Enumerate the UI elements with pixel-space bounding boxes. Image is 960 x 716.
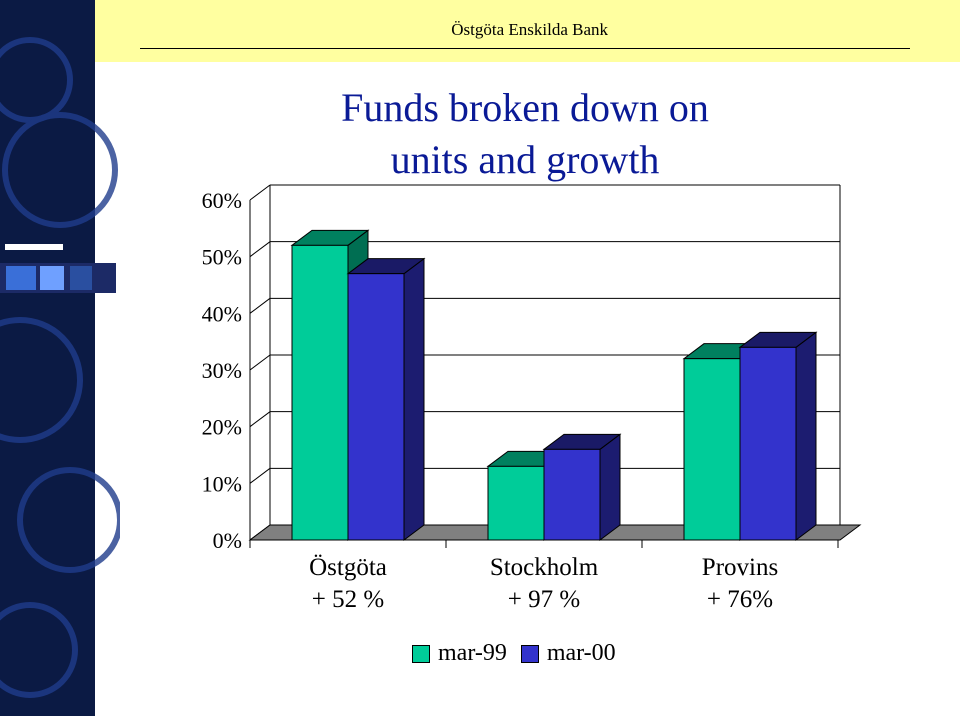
bar-stgta-series-2-side bbox=[403, 257, 425, 541]
chart-title: Funds broken down on units and growth bbox=[290, 82, 760, 186]
legend-label-series-2: mar-00 bbox=[546, 640, 616, 666]
x-category-name: Östgöta bbox=[309, 554, 387, 581]
bar-stockholm-series-1 bbox=[487, 465, 545, 541]
bar-stockholm-series-2 bbox=[543, 448, 601, 541]
x-category-growth: + 97 % bbox=[507, 586, 581, 613]
bar-stgta-series-1 bbox=[291, 244, 349, 541]
x-category-growth: + 52 % bbox=[311, 586, 385, 613]
decorative-pattern bbox=[0, 37, 120, 698]
legend-label-series-1: mar-99 bbox=[438, 640, 507, 666]
bar-stgta-series-2 bbox=[347, 273, 405, 541]
legend-swatch-series-2 bbox=[520, 644, 539, 663]
legend-swatch-series-1 bbox=[412, 644, 430, 663]
x-category-label: Östgöta + 52 % bbox=[263, 552, 433, 616]
y-tick-label: 60% bbox=[202, 188, 242, 213]
y-tick-label: 40% bbox=[202, 301, 242, 326]
gridline-side bbox=[249, 241, 271, 258]
gridline-side bbox=[249, 297, 271, 314]
chart-title-line-1: Funds broken down on bbox=[341, 85, 709, 130]
gridline-side bbox=[249, 411, 271, 428]
y-tick-label: 0% bbox=[213, 528, 242, 553]
y-tick-label: 30% bbox=[202, 358, 242, 383]
gridline-side bbox=[249, 354, 271, 371]
bar-provins-series-2 bbox=[739, 346, 797, 541]
gridline-side bbox=[249, 467, 271, 484]
bar-provins-series-1 bbox=[683, 358, 741, 541]
y-tick-label: 50% bbox=[202, 245, 242, 270]
x-category-growth: + 76% bbox=[706, 586, 774, 613]
chart-title-line-2: units and growth bbox=[390, 137, 660, 182]
x-category-label: Stockholm + 97 % bbox=[459, 552, 629, 616]
x-category-name: Provins bbox=[701, 554, 779, 581]
legend-item-series-1: mar-99 bbox=[412, 640, 507, 667]
y-tick-label: 10% bbox=[202, 471, 242, 496]
bar-provins-series-2-side bbox=[795, 331, 817, 541]
gridline-side bbox=[249, 184, 271, 201]
x-category-label: Provins + 76% bbox=[655, 552, 825, 616]
brand-name: Östgöta Enskilda Bank bbox=[451, 20, 608, 39]
x-category-name: Stockholm bbox=[489, 554, 599, 581]
bar-stockholm-series-2-side bbox=[599, 433, 621, 541]
legend-item-series-2: mar-00 bbox=[520, 640, 616, 667]
side-decoration-band bbox=[0, 0, 120, 716]
header-band bbox=[95, 0, 960, 62]
y-tick-label: 20% bbox=[202, 415, 242, 440]
chart-legend: mar-99 mar-00 bbox=[412, 640, 630, 667]
header-divider bbox=[140, 48, 910, 49]
